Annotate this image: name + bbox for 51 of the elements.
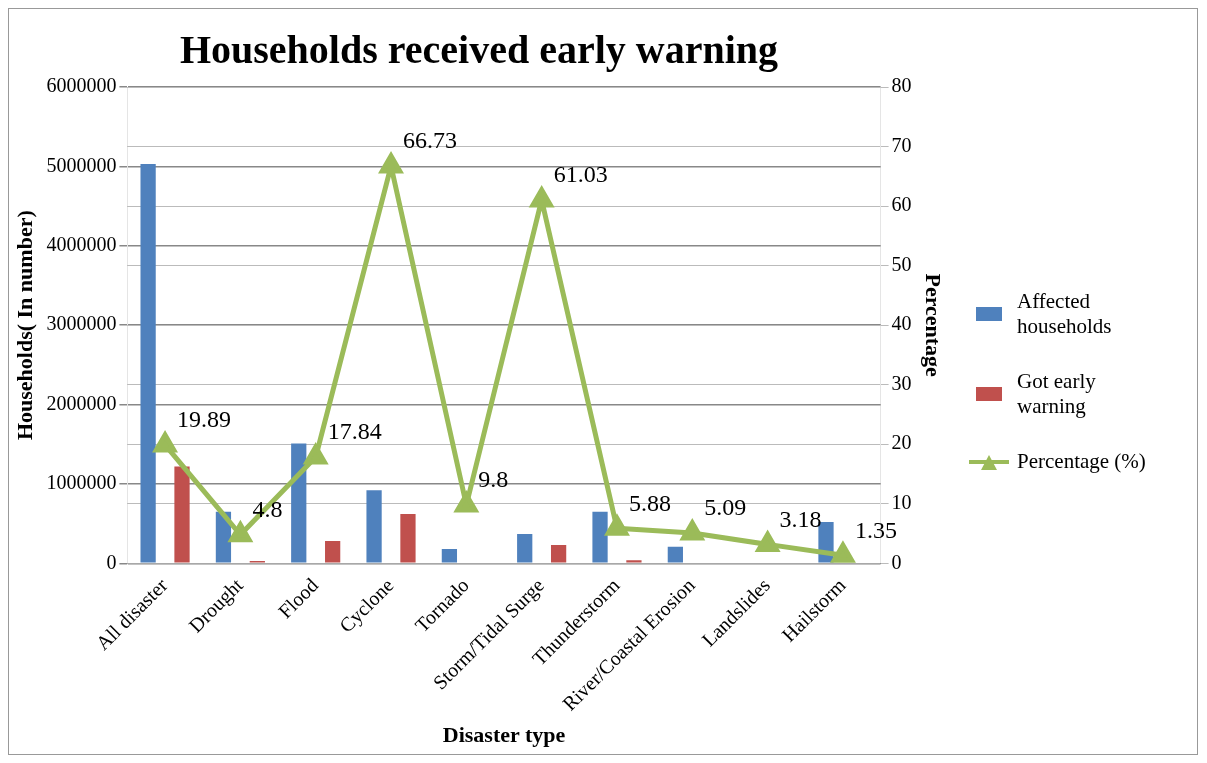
y-tick-label: 5000000: [46, 153, 117, 176]
bar: [517, 533, 533, 563]
data-label: 17.84: [327, 418, 382, 445]
data-label: 3.18: [779, 505, 822, 532]
bar: [550, 545, 567, 563]
bar: [667, 546, 683, 563]
point: [679, 518, 706, 541]
bar: [140, 164, 156, 563]
point: [604, 513, 630, 536]
point: [302, 442, 329, 465]
bar: [174, 466, 190, 563]
y-axis-title: Households( In number): [11, 210, 37, 441]
data-label: 9.8: [478, 466, 509, 493]
bar: [325, 541, 341, 563]
bar: [626, 560, 642, 563]
x-axis-title: Disaster type: [442, 722, 566, 748]
y-tick-label: 0: [106, 550, 117, 573]
legend-label: Affected households: [1017, 289, 1113, 339]
y2-tick-label: 50: [891, 252, 912, 275]
y2-tick-label: 10: [891, 491, 912, 514]
bar: [366, 490, 382, 563]
bar: [291, 443, 307, 563]
y2-tick-label: 30: [891, 371, 912, 394]
y2-axis-title: Percentage: [921, 273, 947, 378]
point: [830, 540, 856, 563]
point: [378, 151, 404, 174]
data-label: 5.09: [704, 494, 747, 521]
y-tick-label: 1000000: [46, 471, 117, 494]
chart-title: Households received early warning: [179, 27, 779, 73]
y-tick-label: 4000000: [46, 233, 117, 256]
bar: [441, 549, 458, 563]
y2-tick-label: 40: [891, 312, 912, 335]
legend-label: Percentage (%): [1017, 449, 1147, 474]
legend-label: Got early warning: [1017, 369, 1097, 419]
y2-tick-label: 70: [891, 133, 912, 156]
data-label: 19.89: [177, 406, 232, 433]
y-tick-label: 6000000: [46, 74, 117, 97]
y-tick-label: 3000000: [46, 312, 117, 335]
data-label: 1.35: [854, 516, 897, 543]
y2-tick-label: 60: [891, 193, 912, 216]
y-tick-label: 2000000: [46, 391, 117, 414]
data-label: 5.88: [628, 489, 671, 516]
y2-tick-label: 80: [891, 74, 912, 97]
point: [754, 529, 781, 552]
y2-tick-label: 20: [891, 431, 912, 454]
data-label: 66.73: [403, 127, 458, 154]
data-label: 61.03: [553, 161, 608, 188]
y2-tick-label: 0: [891, 550, 902, 573]
bar: [592, 511, 608, 563]
bar: [400, 514, 416, 563]
point: [153, 432, 177, 453]
